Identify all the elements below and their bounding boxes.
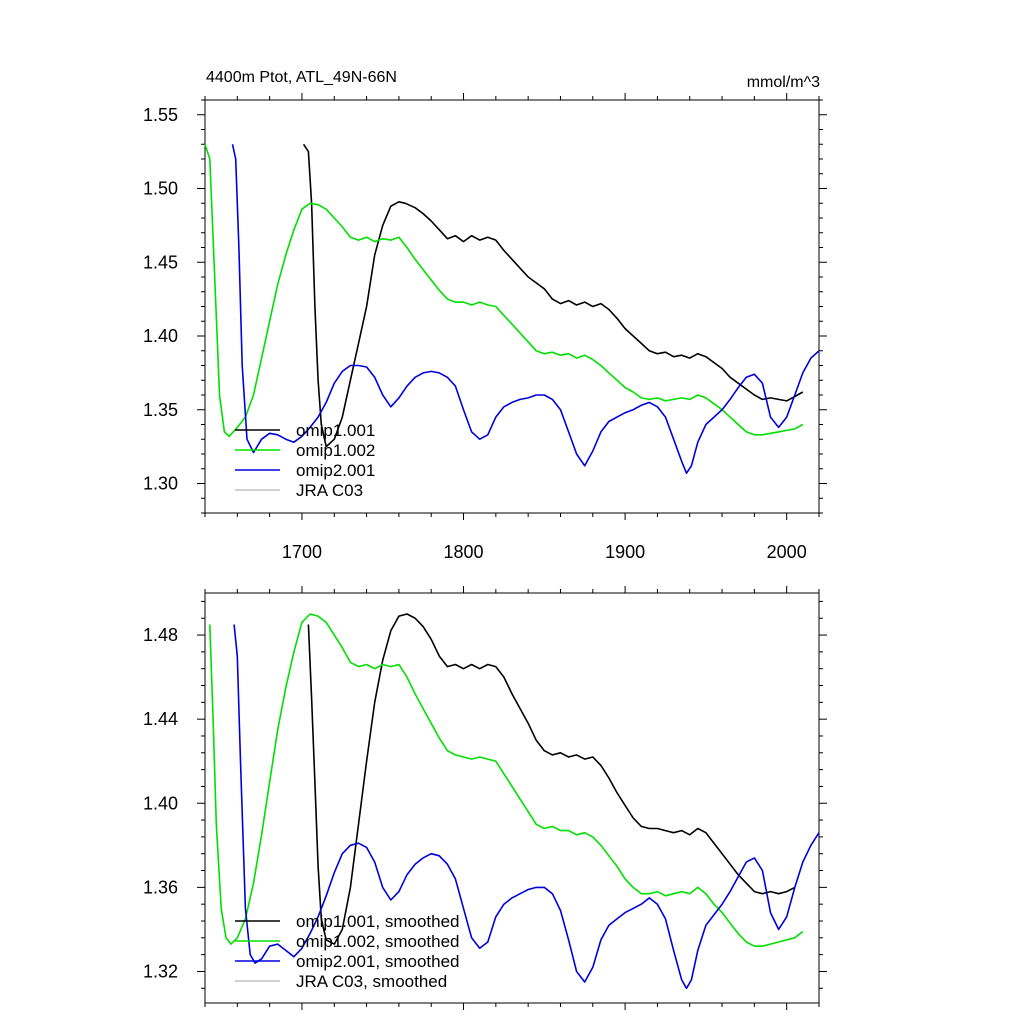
x-tick-label: 1700	[282, 542, 322, 562]
legend-label: omip2.001	[296, 461, 375, 480]
legend-label: JRA C03	[296, 481, 363, 500]
legend-label: omip2.001, smoothed	[296, 952, 460, 971]
y-tick-label: 1.32	[143, 961, 178, 981]
y-tick-label: 1.30	[143, 474, 178, 494]
y-tick-label: 1.45	[143, 252, 178, 272]
panel-1-x-tick-labels: 1700 1800 1900 2000	[282, 542, 807, 562]
y-tick-label: 1.48	[143, 625, 178, 645]
y-tick-label: 1.40	[143, 793, 178, 813]
panel-1-title: 4400m Ptot, ATL_49N-66N	[206, 69, 397, 86]
panel-2-frame	[204, 592, 820, 1004]
y-tick-label: 1.44	[143, 709, 178, 729]
legend-label: omip1.002, smoothed	[296, 932, 460, 951]
y-tick-label: 1.35	[143, 400, 178, 420]
y-tick-label: 1.50	[143, 179, 178, 199]
y-tick-label: 1.36	[143, 877, 178, 897]
panel-1-ticks	[197, 93, 827, 520]
panel-2-line-omip2-001	[233, 624, 820, 990]
legend-label: omip1.001, smoothed	[296, 912, 460, 931]
legend-label: JRA C03, smoothed	[296, 972, 447, 991]
y-tick-label: 1.55	[143, 105, 178, 125]
panel-2-line-omip1-001	[307, 613, 796, 945]
panel-1-y-tick-labels: 1.30 1.35 1.40 1.45 1.50 1.55	[143, 105, 178, 494]
panel-2-y-tick-labels: 1.32 1.36 1.40 1.44 1.48	[143, 625, 178, 981]
x-tick-label: 1900	[605, 542, 645, 562]
legend-label: omip1.001	[296, 421, 375, 440]
panel-1-line-omip2-001	[231, 144, 820, 474]
panel-1-series-lines	[204, 143, 820, 474]
panel-1-units: mmol/m^3	[747, 74, 820, 91]
y-tick-label: 1.40	[143, 326, 178, 346]
legend-label: omip1.002	[296, 441, 375, 460]
panel-2-line-omip1-002	[209, 613, 804, 947]
panel-1-line-omip1-002	[204, 144, 804, 438]
panel-2-series-lines	[209, 613, 820, 990]
x-tick-label: 2000	[767, 542, 807, 562]
panel-1-line-omip1-001	[302, 143, 804, 448]
panel-2-ticks	[197, 586, 827, 1010]
x-tick-label: 1800	[444, 542, 484, 562]
